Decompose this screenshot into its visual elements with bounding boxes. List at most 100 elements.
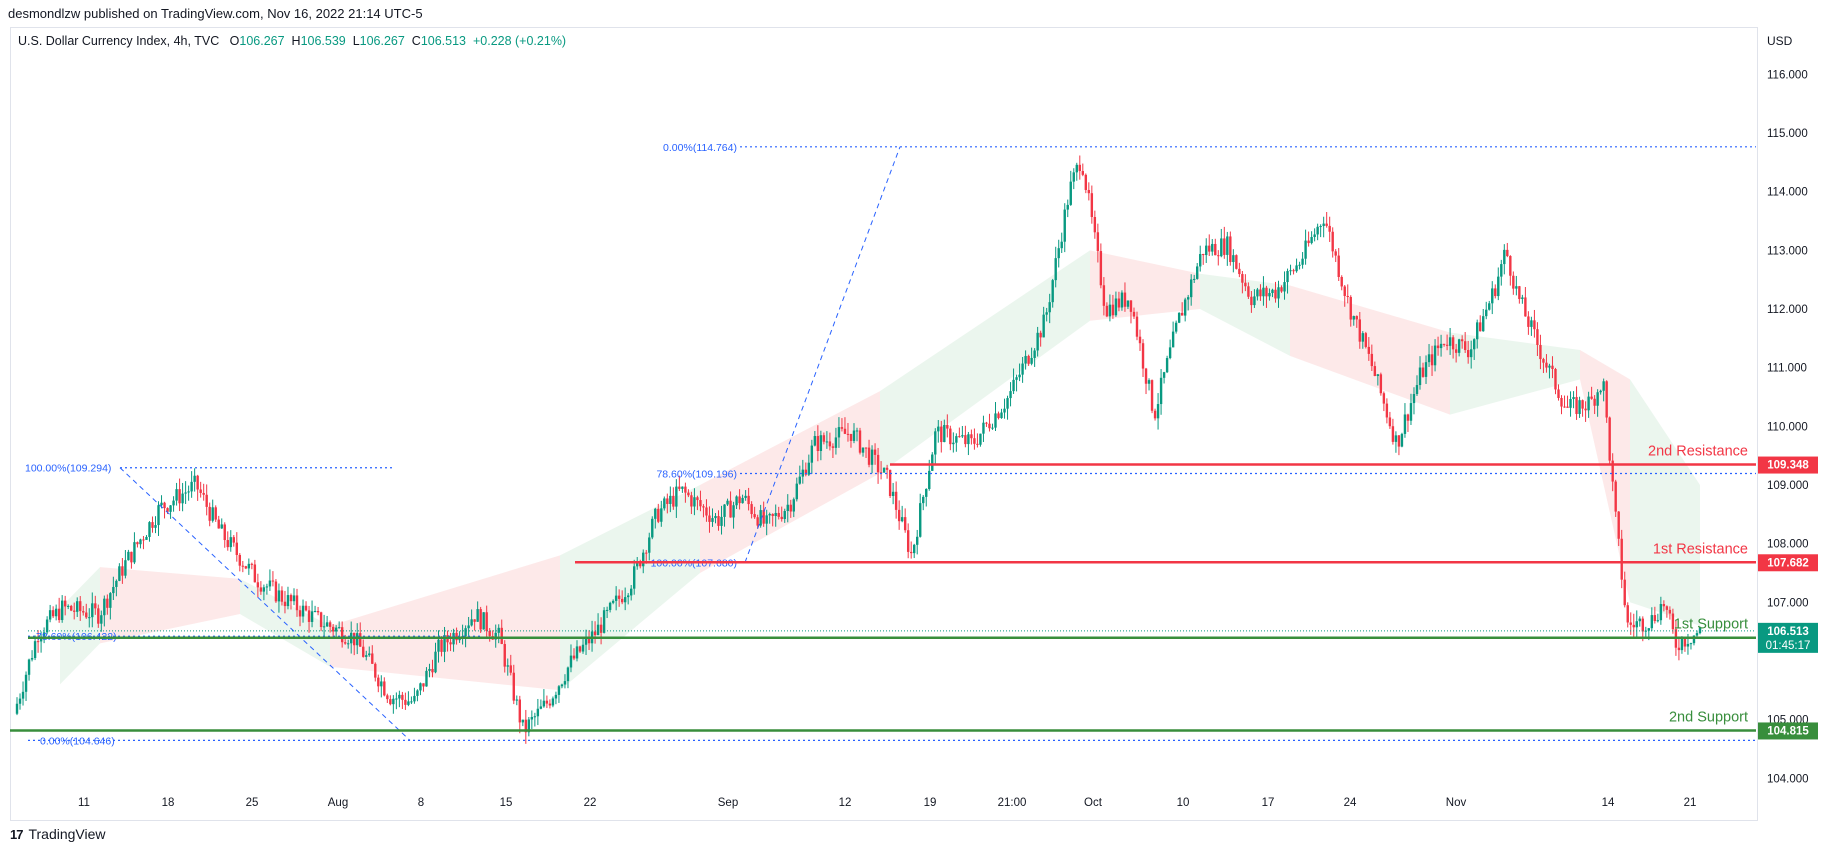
- candle-body: [1653, 615, 1657, 622]
- candle-body: [1274, 289, 1277, 299]
- candle-body: [1463, 341, 1467, 351]
- candle-body: [1111, 304, 1115, 316]
- candle-body: [557, 686, 561, 695]
- candle-body: [307, 610, 311, 622]
- candle-body: [413, 695, 416, 702]
- candle-body: [1647, 628, 1651, 631]
- candle-body: [636, 561, 639, 567]
- x-tick-label: 12: [839, 797, 852, 809]
- candle-body: [148, 522, 151, 537]
- candle-body: [726, 500, 729, 505]
- candle-body: [1551, 365, 1554, 369]
- ichimoku-cloud-segment: [1090, 250, 1200, 321]
- candle-body: [112, 586, 115, 594]
- candle-body: [1078, 164, 1081, 172]
- candle-body: [36, 641, 40, 643]
- candle-body: [178, 489, 181, 504]
- candle-body: [1373, 366, 1377, 376]
- candle-body: [1193, 278, 1196, 280]
- candle-body: [1424, 362, 1428, 377]
- candle-body: [795, 483, 798, 500]
- candle-body: [810, 445, 814, 463]
- candle-body: [1048, 302, 1051, 313]
- candle-body: [1415, 385, 1419, 395]
- candle-body: [1518, 286, 1521, 300]
- candle-body: [735, 496, 738, 506]
- candle-body: [1479, 322, 1482, 332]
- candle-body: [374, 663, 377, 678]
- candle-body: [205, 494, 208, 507]
- candle-body: [512, 672, 515, 701]
- candle-body: [1168, 347, 1172, 359]
- candle-body: [1132, 311, 1136, 317]
- candle-body: [762, 510, 765, 524]
- x-tick-label: 11: [78, 797, 90, 809]
- candle-body: [897, 509, 901, 522]
- candle-body: [1123, 292, 1127, 307]
- candle-body: [217, 519, 220, 529]
- candle-body: [581, 644, 585, 652]
- candle-body: [964, 435, 967, 445]
- candle-body: [464, 628, 467, 637]
- candle-body: [431, 668, 434, 673]
- candle-body: [39, 636, 43, 642]
- candle-body: [1129, 300, 1133, 312]
- candle-body: [485, 612, 488, 632]
- candle-body: [575, 646, 579, 659]
- candle-body: [476, 609, 479, 622]
- candle-body: [1304, 240, 1307, 259]
- candle-body: [1626, 605, 1629, 623]
- candle-body: [27, 659, 31, 675]
- candle-body: [717, 516, 720, 526]
- candle-body: [1027, 355, 1030, 364]
- candle-body: [353, 632, 356, 646]
- candle-body: [584, 637, 588, 645]
- candle-body: [157, 505, 160, 526]
- candle-body: [780, 516, 783, 520]
- candle-body: [404, 699, 407, 705]
- candle-body: [1488, 303, 1491, 310]
- candle-body: [678, 486, 681, 489]
- candle-body: [416, 690, 419, 696]
- candle-body: [1060, 241, 1063, 249]
- low-value: 106.267: [359, 34, 405, 48]
- price-tag: [1758, 456, 1818, 474]
- candle-body: [789, 504, 792, 512]
- candle-body: [690, 495, 693, 507]
- candle-body: [410, 701, 413, 703]
- candle-body: [1403, 414, 1407, 434]
- candle-body: [1421, 367, 1425, 377]
- ichimoku-cloud-segment: [560, 484, 700, 691]
- candle-body: [879, 472, 883, 474]
- candle-body: [1003, 408, 1006, 413]
- candle-body: [1036, 332, 1039, 351]
- candle-body: [142, 539, 145, 541]
- candle-body: [894, 491, 898, 510]
- candle-body: [699, 500, 702, 507]
- candle-body: [190, 481, 193, 492]
- candle-body: [1569, 399, 1572, 408]
- candle-body: [1196, 266, 1199, 279]
- candle-body: [1454, 349, 1458, 353]
- candle-body: [1000, 412, 1003, 419]
- currency-label: USD: [1767, 34, 1793, 48]
- candle-body: [578, 646, 582, 652]
- candle-body: [903, 517, 907, 531]
- candle-body: [304, 605, 308, 611]
- candle-body: [1186, 297, 1190, 300]
- candle-body: [259, 587, 263, 592]
- price-tag-label: 104.815: [1767, 725, 1809, 737]
- candle-body: [518, 699, 521, 723]
- candle-body: [696, 497, 699, 501]
- candle-body: [1316, 226, 1319, 235]
- candle-body: [365, 655, 368, 657]
- candle-body: [494, 632, 497, 640]
- candle-body: [979, 433, 982, 445]
- y-tick-label: 110.000: [1767, 421, 1808, 433]
- candle-body: [1611, 460, 1614, 482]
- candle-body: [220, 524, 223, 529]
- candle-body: [1578, 400, 1581, 414]
- candle-body: [816, 436, 820, 451]
- level-label: 1st Support: [1674, 617, 1748, 633]
